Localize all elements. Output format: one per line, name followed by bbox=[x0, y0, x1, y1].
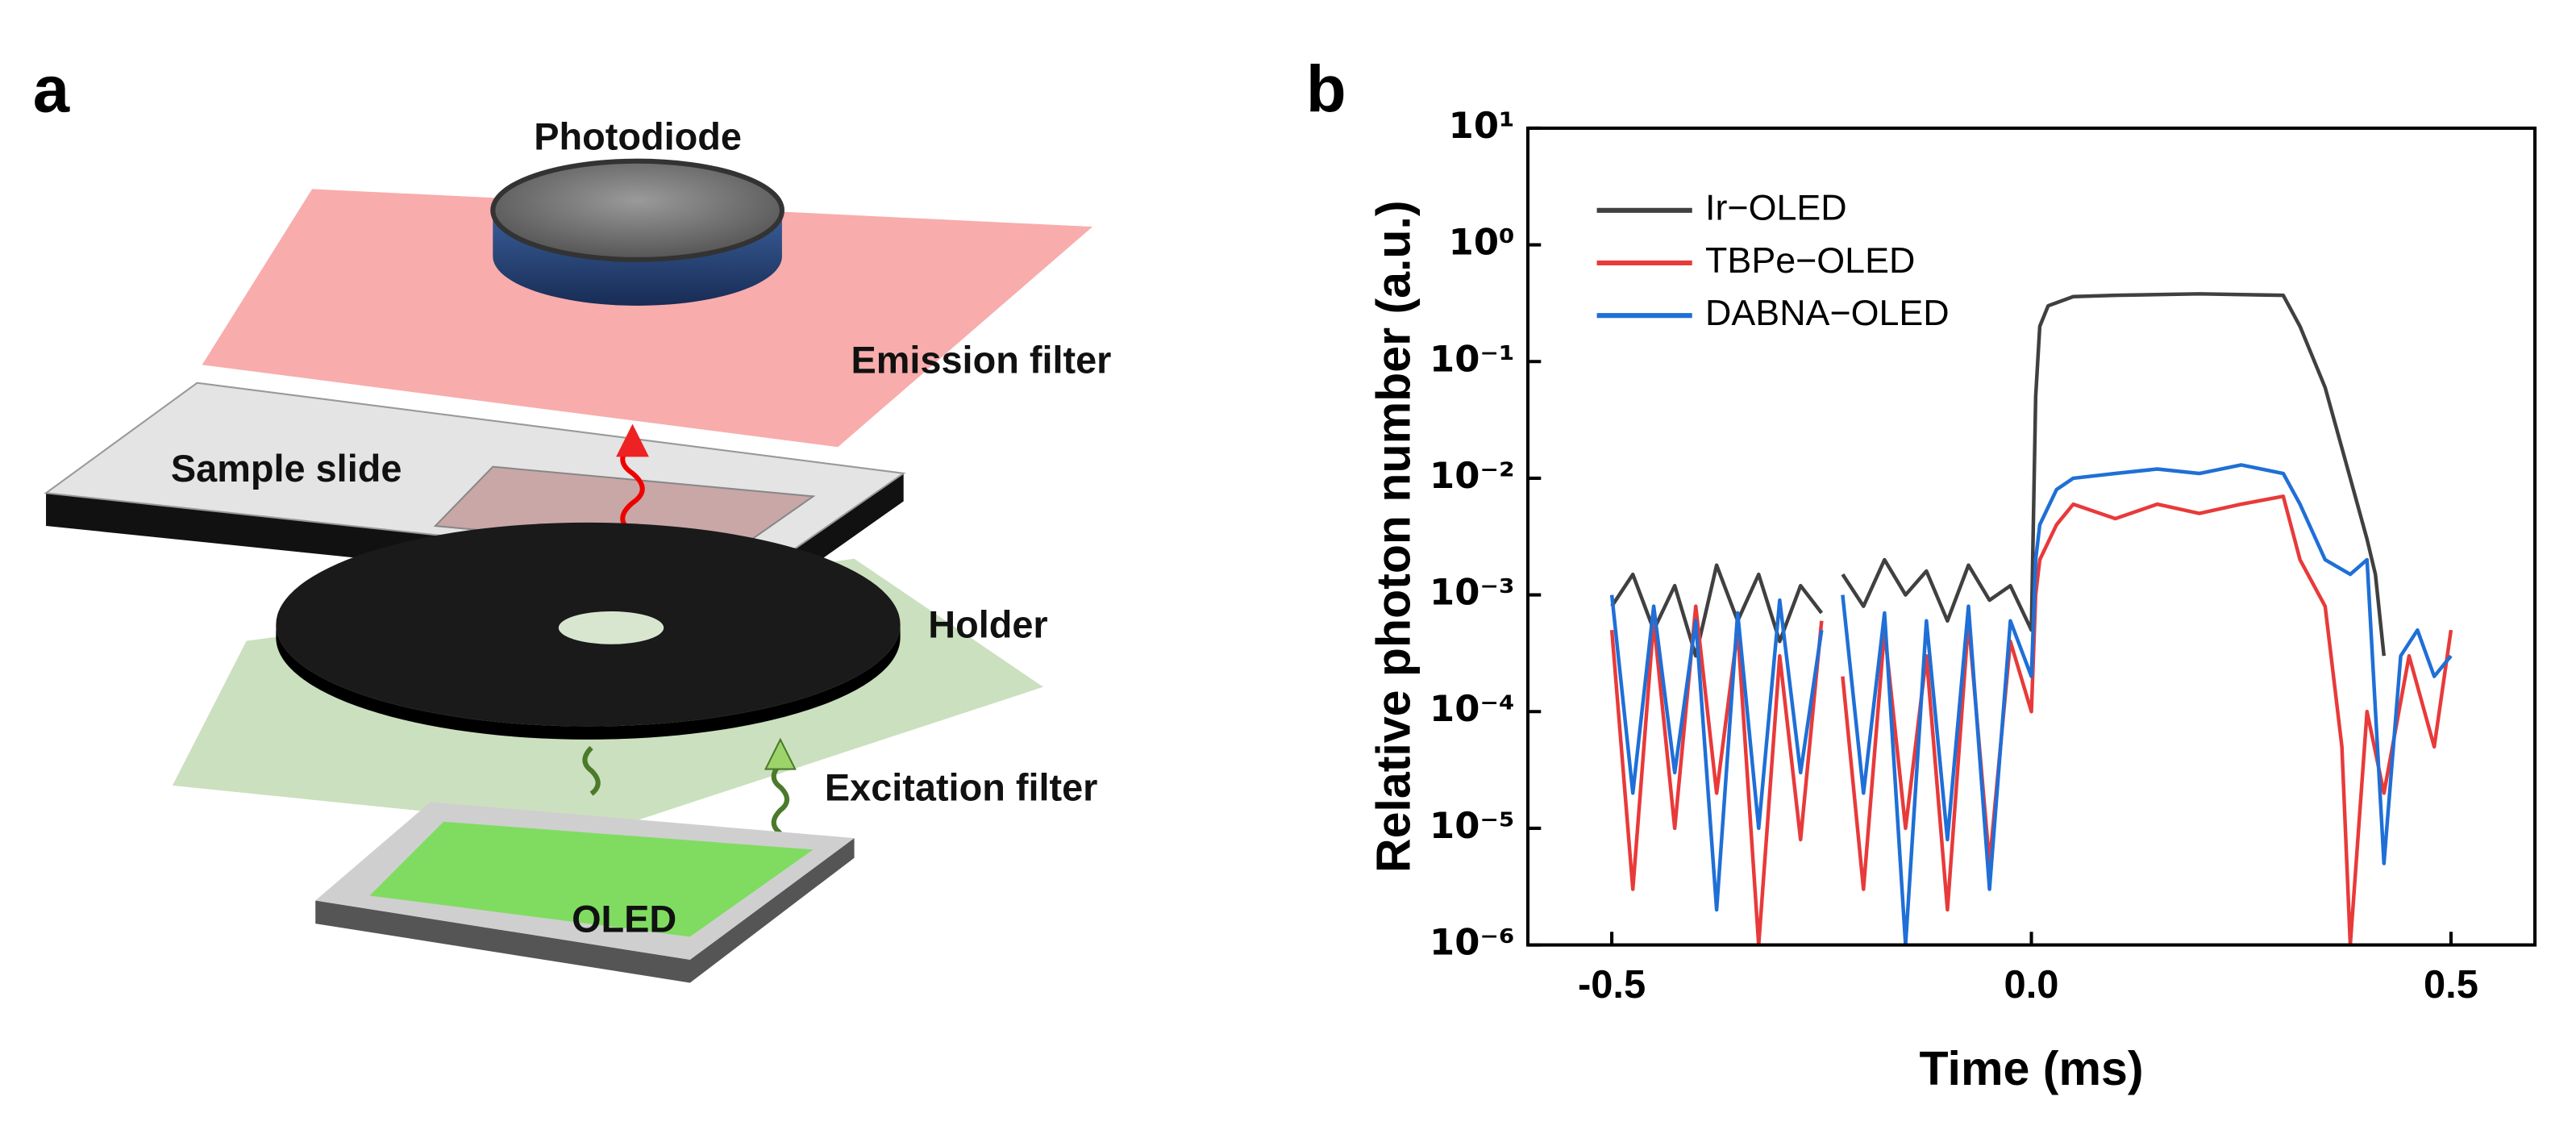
diagram: Photodiode Emission filter Sample slide … bbox=[44, 115, 1111, 983]
x-axis-title: Time (ms) bbox=[1920, 1042, 2144, 1095]
arrowhead bbox=[764, 737, 797, 770]
y-tick-label: 10⁻³ bbox=[1429, 571, 1515, 614]
legend-label: TBPe−OLED bbox=[1705, 240, 1915, 281]
holder-hole bbox=[558, 611, 664, 644]
emission-filter bbox=[202, 189, 1093, 448]
x-tick-label: 0.0 bbox=[2004, 963, 2059, 1007]
x-tick-label: -0.5 bbox=[1578, 963, 1646, 1007]
y-tick-label: 10⁻⁵ bbox=[1429, 804, 1515, 847]
label: OLED bbox=[572, 898, 676, 940]
y-tick-label: 10⁻¹ bbox=[1429, 337, 1515, 380]
series-line bbox=[1609, 494, 2453, 945]
plot: 10¹ 10⁰ 10⁻¹ 10⁻² 10⁻³ 10⁻⁴ 10⁻⁵ 10⁻⁶ -0.5 0.0 0.5… bbox=[1367, 104, 2537, 1095]
excitation-arrow bbox=[771, 762, 790, 836]
series-line bbox=[1609, 463, 2453, 945]
y-tick-label: 10⁰ bbox=[1449, 221, 1515, 264]
label: Photodiode bbox=[534, 115, 742, 157]
x-tick-label: 0.5 bbox=[2424, 963, 2478, 1007]
label: Holder bbox=[928, 604, 1047, 646]
y-tick-label: 10⁻⁶ bbox=[1429, 921, 1515, 964]
oled-edge bbox=[315, 838, 855, 983]
excitation-arrow bbox=[582, 745, 601, 796]
emission-arrow bbox=[620, 441, 645, 535]
panel-label: b bbox=[1306, 53, 1346, 127]
y-tick-label: 10¹ bbox=[1449, 104, 1515, 147]
legend-label: Ir−OLED bbox=[1705, 188, 1847, 228]
y-tick-label: 10⁻² bbox=[1429, 454, 1515, 497]
label: Emission filter bbox=[851, 340, 1111, 382]
series-line bbox=[1610, 292, 2387, 658]
legend-label: DABNA−OLED bbox=[1705, 293, 1950, 333]
label: Excitation filter bbox=[825, 766, 1098, 808]
label: Sample slide bbox=[171, 448, 402, 490]
y-tick-label: 10⁻⁴ bbox=[1429, 687, 1515, 730]
arrowhead bbox=[616, 423, 649, 457]
panel-label: a bbox=[33, 53, 70, 127]
photodiode-top bbox=[490, 158, 784, 262]
y-axis-title: Relative photon number (a.u.) bbox=[1367, 200, 1420, 873]
oled-emitter bbox=[369, 821, 814, 937]
